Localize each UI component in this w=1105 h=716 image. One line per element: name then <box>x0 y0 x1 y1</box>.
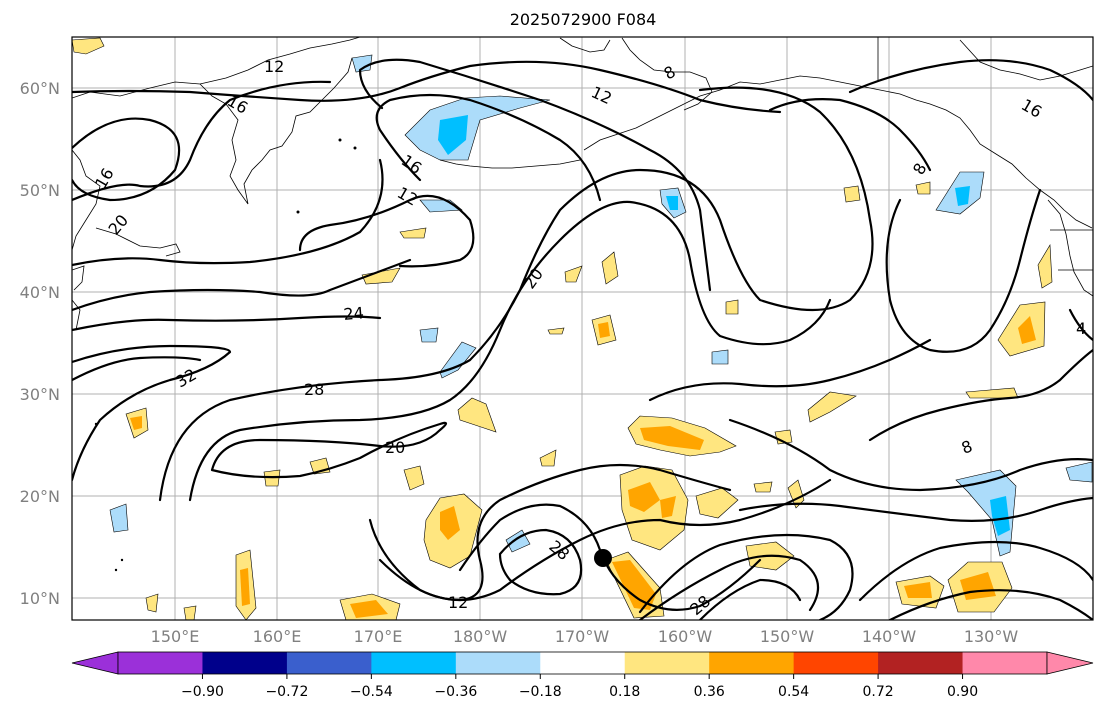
colorbar: −0.90 −0.72 −0.54 −0.36 −0.18 0.18 0.36 0.54 0.7… <box>71 651 1094 700</box>
longitude-labels: 150°E 160°E 170°E 180°W 170°W 160°W 150°… <box>151 627 1019 646</box>
lon-label: 150°E <box>151 627 200 646</box>
colorbar-tick-label: −0.18 <box>519 684 562 700</box>
lon-label: 130°W <box>964 627 1019 646</box>
colorbar-tick-label: −0.54 <box>350 684 393 700</box>
lon-label: 140°W <box>862 627 917 646</box>
lat-label: 60°N <box>20 79 60 98</box>
map-frame <box>71 36 1094 621</box>
colorbar-tick-label: 0.36 <box>694 684 725 700</box>
colorbar-segment <box>709 652 795 674</box>
colorbar-tick-label: −0.36 <box>434 684 477 700</box>
contour-label: 4 <box>1076 319 1086 338</box>
lon-label: 150°W <box>760 627 815 646</box>
contour-label: 28 <box>304 380 324 399</box>
colorbar-tick-label: 0.90 <box>947 684 978 700</box>
colorbar-segment <box>202 652 288 674</box>
contour-label: 12 <box>448 593 468 612</box>
colorbar-segment <box>793 652 879 674</box>
storm-position-dot <box>594 549 612 567</box>
colorbar-tick-label: 0.72 <box>863 684 894 700</box>
lon-label: 160°E <box>253 627 302 646</box>
colorbar-segment <box>540 652 626 674</box>
colorbar-tick-label: −0.72 <box>265 684 308 700</box>
contour-label: 24 <box>343 303 365 324</box>
lon-label: 180°W <box>453 627 508 646</box>
lon-label: 160°W <box>658 627 713 646</box>
colorbar-segment <box>624 652 710 674</box>
latitude-labels: 60°N 50°N 40°N 30°N 20°N 10°N <box>20 79 60 608</box>
contour-label: 20 <box>385 438 405 457</box>
colorbar-segment <box>962 652 1048 674</box>
contour-lines <box>72 58 1093 620</box>
lat-label: 40°N <box>20 283 60 302</box>
lat-label: 20°N <box>20 487 60 506</box>
lat-label: 30°N <box>20 385 60 404</box>
lat-label: 50°N <box>20 181 60 200</box>
colorbar-tick-label: 0.54 <box>778 684 809 700</box>
colorbar-segment <box>878 652 964 674</box>
coastlines <box>72 37 1093 572</box>
colorbar-extend-max <box>1046 651 1094 675</box>
colorbar-tick-label: −0.90 <box>181 684 224 700</box>
colorbar-segment <box>286 652 372 674</box>
colorbar-segment <box>118 652 203 674</box>
colorbar-segment <box>455 652 541 674</box>
lon-label: 170°W <box>555 627 610 646</box>
map-title: 2025072900 F084 <box>510 10 657 29</box>
colorbar-tick-label: 0.18 <box>609 684 640 700</box>
contour-label: 12 <box>264 57 284 76</box>
lon-label: 170°E <box>354 627 403 646</box>
colorbar-segment <box>371 652 457 674</box>
colorbar-extend-min <box>71 651 119 675</box>
lat-label: 10°N <box>20 589 60 608</box>
